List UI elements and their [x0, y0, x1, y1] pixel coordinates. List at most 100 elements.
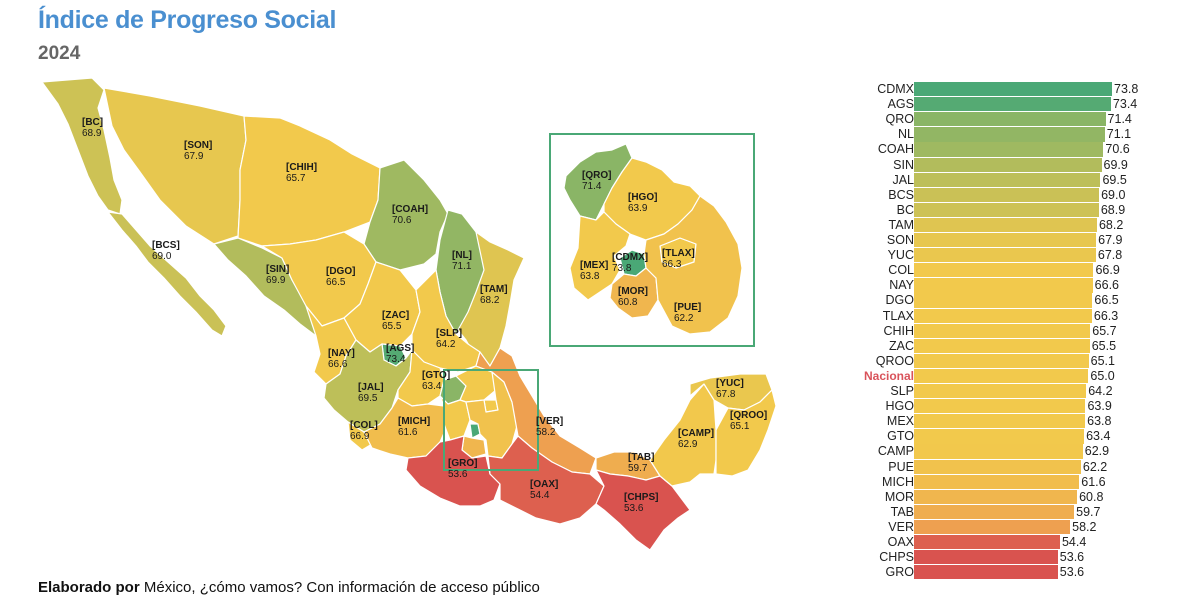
bar-row: OAX 54.4: [830, 535, 1190, 550]
bar-category-label: MEX: [886, 414, 914, 429]
map-label-OAX: [OAX]54.4: [530, 479, 558, 501]
bar-row: SIN 69.9: [830, 157, 1190, 173]
state-BC[interactable]: [41, 77, 123, 215]
map-label-value: 53.6: [448, 469, 468, 480]
bar-value-label: 63.9: [1087, 399, 1112, 414]
map-label-value: 60.8: [618, 297, 638, 308]
bar: [914, 308, 1092, 323]
map-label-code: [PUE]: [674, 302, 701, 313]
bar-category-label: BCS: [888, 187, 914, 202]
bar-category-label: MOR: [884, 489, 914, 504]
bar-row: GRO 53.6: [830, 565, 1190, 580]
bar: [914, 263, 1094, 278]
map-label-MICH: [MICH]61.6: [398, 416, 430, 438]
bar-row: TAM 68.2: [830, 217, 1190, 233]
bar: [914, 233, 1097, 248]
bar-row: QRO 71.4: [830, 112, 1190, 127]
bar: [914, 504, 1075, 520]
bar-category-label: TAB: [890, 504, 914, 519]
bar-value-label: 65.0: [1090, 368, 1115, 383]
bar-row: CHIH 65.7: [830, 323, 1190, 339]
bar-value-label: 60.8: [1079, 489, 1104, 504]
bar: [914, 535, 1060, 550]
state-QROO[interactable]: [715, 389, 777, 477]
state-CHIH[interactable]: [237, 115, 381, 247]
state-BCS[interactable]: [107, 211, 227, 337]
bar-row: MICH 61.6: [830, 474, 1190, 490]
map-label-value: 66.3: [662, 259, 682, 270]
bar-category-label: AGS: [887, 97, 914, 112]
bar-category-label: SIN: [893, 157, 914, 172]
bar-value-label: 71.1: [1106, 127, 1132, 142]
map-label-DGO: [DGO]66.5: [326, 266, 355, 288]
bar-value-label: 69.5: [1102, 172, 1127, 187]
map-label-value: 66.9: [350, 431, 370, 442]
mexico-map: [BC]68.9 [BCS]69.0 [SON]67.9 [CHIH]65.7 [COA…: [41, 77, 777, 551]
map-label-value: 71.4: [582, 181, 602, 192]
inset-label-CDMX: [CDMX]73.8: [612, 252, 648, 274]
bar-value-label: 66.9: [1095, 263, 1120, 278]
bar-category-label: CAMP: [877, 444, 914, 459]
map-label-code: [MEX]: [580, 260, 608, 271]
bar: [914, 459, 1081, 474]
bar-value-label: 73.4: [1112, 97, 1138, 112]
map-label-code: [YUC]: [716, 378, 744, 389]
map-label-code: [BC]: [82, 117, 103, 128]
footer-bold: Elaborado por: [38, 579, 140, 596]
map-label-TAB: [TAB]59.7: [628, 452, 654, 474]
bar: [914, 429, 1085, 444]
bar-row: GTO 63.4: [830, 429, 1190, 444]
map-label-value: 67.9: [184, 151, 204, 162]
map-label-code: [AGS]: [386, 343, 414, 354]
map-label-code: [ZAC]: [382, 310, 409, 321]
bar-category-label: GTO: [887, 429, 914, 444]
bar: [914, 127, 1105, 142]
state-COL[interactable]: [347, 421, 373, 451]
bar: [914, 368, 1089, 384]
state-CHPS[interactable]: [595, 469, 691, 551]
map-label-code: [HGO]: [628, 192, 657, 203]
map-label-value: 58.2: [536, 427, 556, 438]
map-label-code: [CDMX]: [612, 252, 648, 263]
bar-row: AGS 73.4: [830, 97, 1190, 112]
bar-row: QROO 65.1: [830, 353, 1190, 369]
bar-value-label: 66.3: [1093, 308, 1119, 323]
map-label-SIN: [SIN]69.9: [266, 264, 289, 286]
map-label-value: 66.6: [328, 359, 348, 370]
map-label-code: [CHPS]: [624, 492, 658, 503]
map-label-code: [SLP]: [436, 328, 462, 339]
bar-row: CHPS 53.6: [830, 550, 1190, 565]
page-subtitle-year: 2024: [38, 43, 81, 64]
bar-row: TLAX 66.3: [830, 308, 1190, 324]
bar-category-label: NAY: [889, 278, 914, 293]
map-label-value: 63.4: [422, 381, 442, 392]
bar: [914, 217, 1097, 233]
state-COAH[interactable]: [363, 159, 449, 271]
inset-state-PUE[interactable]: [643, 195, 743, 335]
inset-label-MOR: [MOR]60.8: [618, 286, 648, 308]
bar-row: CAMP 62.9: [830, 444, 1190, 459]
map-label-CHIH: [CHIH]65.7: [286, 162, 317, 184]
bar-value-label: 53.6: [1059, 550, 1085, 565]
bar-category-label: JAL: [892, 172, 914, 187]
map-label-code: [TAB]: [628, 452, 654, 463]
map-label-NL: [NL]71.1: [452, 250, 472, 272]
inset-label-TLAX: [TLAX]66.3: [662, 248, 695, 270]
bar-category-label: GRO: [885, 565, 914, 580]
bar: [914, 112, 1106, 127]
bar-value-label: 67.9: [1098, 233, 1123, 247]
bar-value-label: 67.8: [1097, 248, 1123, 263]
bar-row: JAL 69.5: [830, 172, 1190, 188]
map-label-code: [QROO]: [730, 410, 767, 421]
map-label-value: 65.7: [286, 173, 306, 184]
map-label-code: [DGO]: [326, 266, 355, 277]
bar-category-label: VER: [888, 519, 914, 534]
map-label-value: 68.2: [480, 295, 500, 306]
bar-category-label: DGO: [885, 293, 914, 308]
inset-state-MEX[interactable]: [569, 211, 631, 301]
map-label-value: 62.2: [674, 313, 694, 324]
map-label-value: 66.5: [326, 277, 346, 288]
bar-value-label: 69.9: [1103, 157, 1128, 172]
map-label-SON: [SON]67.9: [184, 140, 212, 162]
map-label-value: 63.9: [628, 203, 648, 214]
